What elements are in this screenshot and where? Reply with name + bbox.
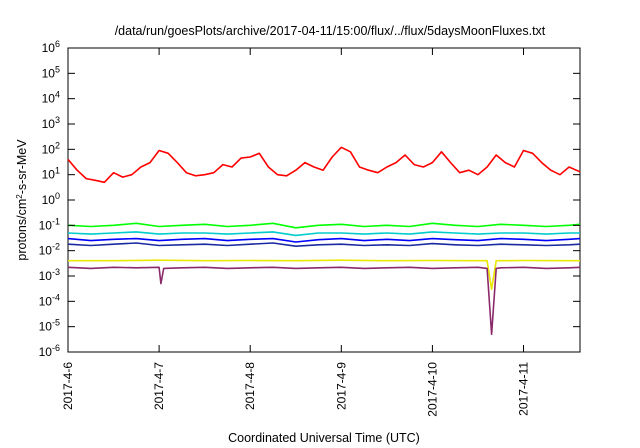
- y-tick-label-exp: 3: [55, 115, 60, 125]
- y-tick-label: 105: [42, 64, 60, 80]
- y-tick-label-exp: -1: [52, 216, 60, 226]
- y-axis-label-sup: 2: [15, 194, 24, 199]
- y-tick-label-base: 10: [42, 92, 56, 106]
- x-tick-label: 2017-4-11: [517, 362, 531, 416]
- y-tick-label-base: 10: [42, 142, 56, 156]
- x-axis-label: Coordinated Universal Time (UTC): [228, 431, 420, 445]
- y-tick-label-base: 10: [39, 294, 53, 308]
- series-line-2: [67, 231, 580, 237]
- series-line-4: [67, 242, 581, 247]
- y-tick-label-base: 10: [42, 168, 56, 182]
- y-tick-label-base: 10: [39, 345, 53, 359]
- series-line-3: [67, 237, 581, 243]
- y-tick-label-base: 10: [42, 66, 56, 80]
- y-tick-label-base: 10: [42, 117, 56, 131]
- y-tick-label-exp: 6: [55, 39, 60, 49]
- series-layer: [67, 146, 581, 336]
- series-line-1: [67, 222, 581, 229]
- y-tick-label: 104: [42, 90, 60, 106]
- y-tick-label-exp: 4: [55, 90, 60, 100]
- y-tick-label-exp: -6: [52, 343, 60, 353]
- y-tick-label-base: 10: [42, 193, 56, 207]
- y-tick-label: 10-6: [39, 343, 60, 359]
- plot-frame: [67, 47, 581, 353]
- series-line-5: [68, 259, 580, 290]
- y-tick-label-exp: 1: [55, 166, 60, 176]
- y-tick-label: 10-2: [39, 242, 60, 258]
- y-axis: 10-610-510-410-310-210-11001011021031041…: [39, 39, 580, 359]
- y-tick-label-base: 10: [39, 244, 53, 258]
- y-tick-label: 102: [42, 140, 60, 156]
- x-tick-label: 2017-4-6: [61, 362, 75, 410]
- y-tick-label: 10-1: [39, 216, 60, 232]
- y-tick-label: 101: [42, 166, 60, 182]
- y-tick-label: 10-3: [39, 267, 60, 283]
- y-tick-label-base: 10: [39, 269, 53, 283]
- y-axis-label-after: -s-sr-MeV: [15, 139, 29, 195]
- y-tick-label-exp: 0: [55, 191, 60, 201]
- series-line-6: [67, 266, 581, 336]
- x-tick-label: 2017-4-8: [243, 362, 257, 410]
- x-axis: 2017-4-6 2017-4-7 2017-4-8 2017-4-9 2017-4-1…: [61, 48, 531, 417]
- x-tick-label: 2017-4-7: [152, 362, 166, 410]
- y-tick-label-exp: -5: [52, 318, 60, 328]
- y-tick-label-exp: -3: [52, 267, 60, 277]
- y-axis-label: protons/cm2-s-sr-MeV: [15, 139, 30, 261]
- y-tick-label-base: 10: [39, 218, 53, 232]
- series-line-0: [67, 146, 581, 184]
- y-tick-label: 106: [42, 39, 60, 55]
- y-tick-label: 100: [42, 191, 60, 207]
- y-tick-label-exp: 5: [55, 64, 60, 74]
- y-tick-label-base: 10: [42, 41, 56, 55]
- y-tick-label-base: 10: [39, 320, 53, 334]
- y-tick-label: 10-4: [39, 292, 60, 308]
- y-tick-label-exp: -4: [52, 292, 60, 302]
- x-tick-label: 2017-4-9: [334, 362, 348, 410]
- x-tick-label: 2017-4-10: [425, 362, 439, 417]
- y-tick-label-exp: 2: [55, 140, 60, 150]
- y-tick-label-exp: -2: [52, 242, 60, 252]
- chart-title: /data/run/goesPlots/archive/2017-04-11/1…: [115, 24, 546, 38]
- y-tick-label: 10-5: [39, 318, 60, 334]
- y-tick-label: 103: [42, 115, 60, 131]
- y-axis-label-before: protons/cm: [15, 199, 29, 261]
